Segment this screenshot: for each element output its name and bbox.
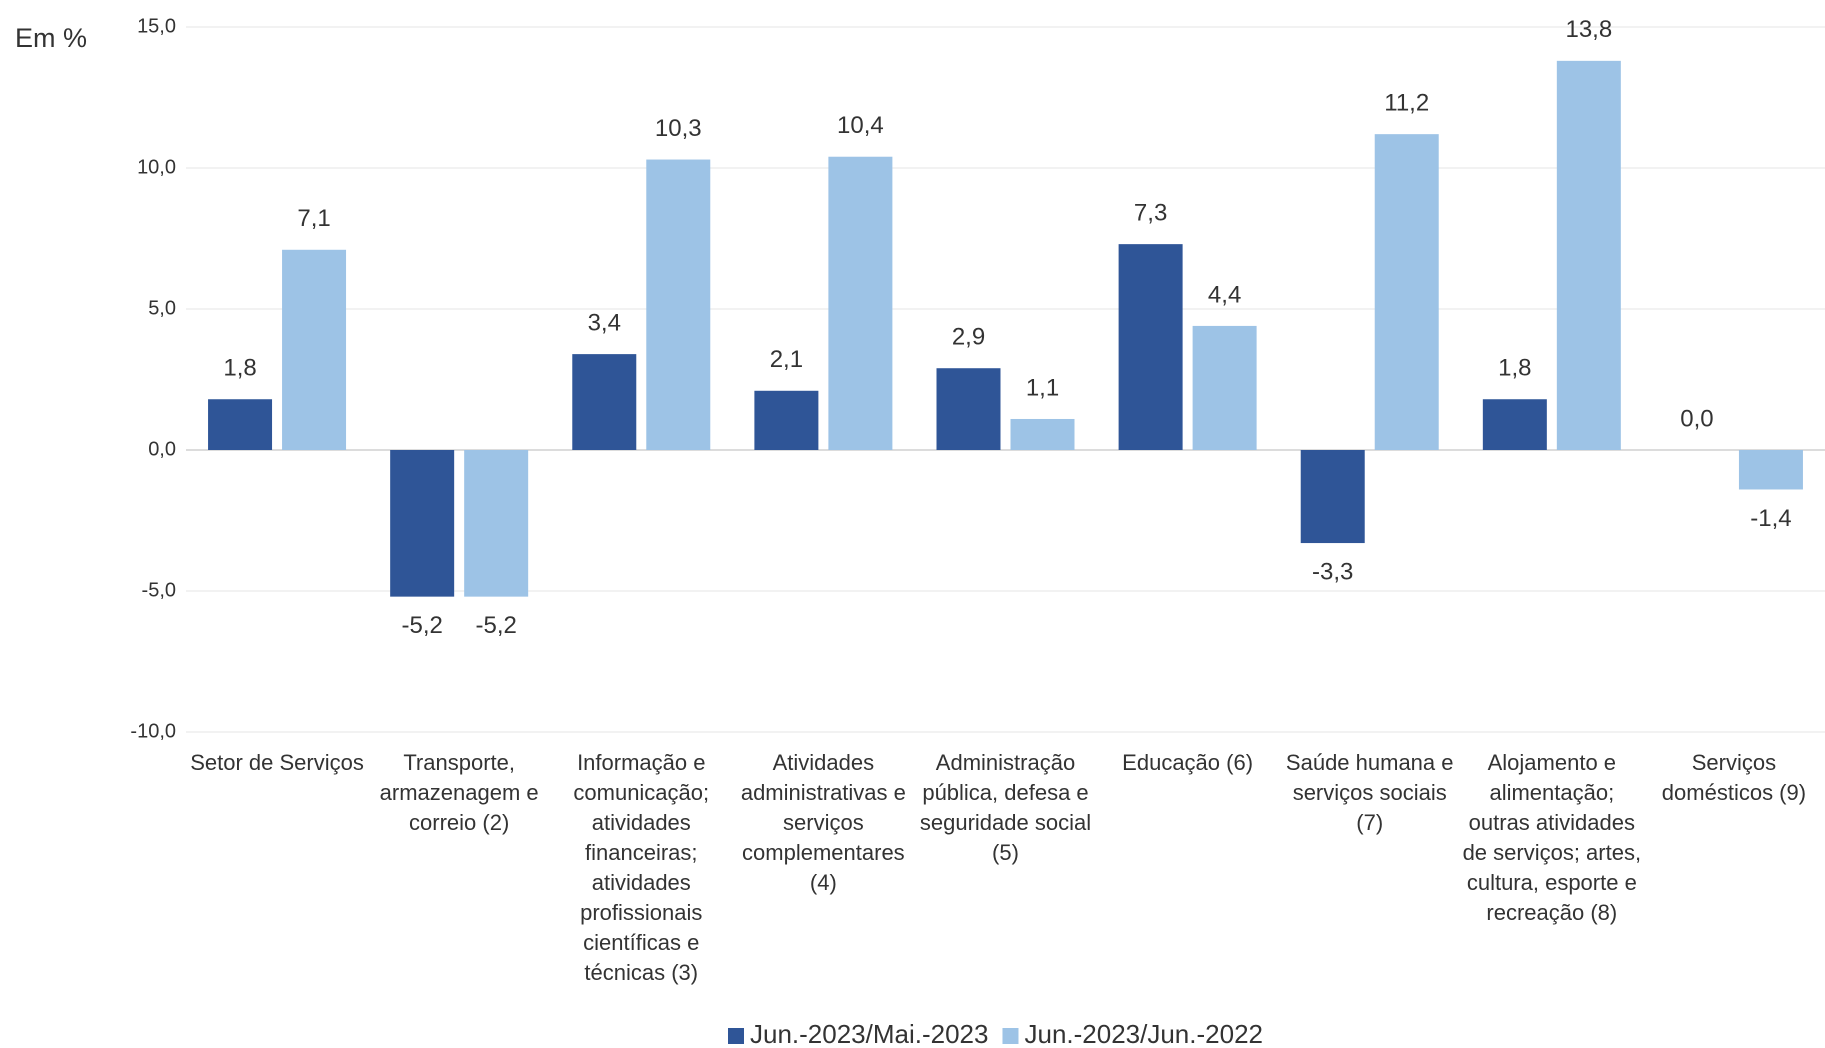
x-tick-label: Educação (6) [1122,750,1254,775]
bar [936,368,1001,450]
legend-label: Jun.-2023/Jun.-2022 [1024,1019,1263,1048]
data-label: 2,9 [952,324,985,351]
bar [646,159,711,451]
bar [1010,418,1075,450]
x-tick-label: Saúde humana e serviços sociais (7) [1285,750,1454,835]
x-tick-label: Informação e comunicação; atividades fin… [573,750,710,985]
bar [1300,450,1365,544]
bar [390,450,455,597]
data-label: 1,8 [1498,355,1531,382]
data-label: 4,4 [1208,281,1241,308]
y-tick-label: 10,0 [137,156,176,178]
y-axis-label: Em % [15,23,87,53]
bar [1192,325,1257,450]
y-tick-label: -5,0 [142,579,176,601]
data-label: 11,2 [1384,90,1429,117]
bar [1738,450,1803,490]
data-label: 10,3 [655,115,702,142]
legend-swatch [1002,1028,1019,1044]
legend-label: Jun.-2023/Mai.-2023 [750,1019,988,1048]
legend-swatch [728,1028,744,1044]
y-tick-label: 5,0 [148,297,176,319]
y-tick-label: 0,0 [148,438,176,460]
bar [1374,134,1439,450]
data-label: 7,1 [297,205,330,232]
data-label: 0,0 [1680,405,1713,432]
bar [1556,60,1621,451]
data-label: 7,3 [1134,199,1167,226]
bar [828,156,893,450]
x-tick-label: Transporte, armazenagem e correio (2) [379,750,539,835]
data-label: 2,1 [770,346,803,373]
y-tick-label: 15,0 [137,15,176,37]
bar [282,249,347,450]
y-tick-label: -10,0 [130,720,176,742]
data-label: -5,2 [401,612,442,639]
data-label: -3,3 [1312,558,1353,585]
bar [1118,244,1183,450]
bar [754,390,819,450]
data-label: -5,2 [475,612,516,639]
data-label: 13,8 [1565,16,1612,43]
bar [208,399,273,450]
x-tick-label: Alojamento e alimentação; outras ativida… [1462,750,1642,925]
data-label: 1,8 [223,355,256,382]
x-tick-label: Administração pública, defesa e segurida… [919,750,1092,865]
data-label: 10,4 [837,112,884,139]
x-tick-label: Serviços domésticos (9) [1661,750,1807,805]
bar [464,450,529,597]
bar [572,354,637,450]
x-tick-label: Atividades administrativas e serviços co… [740,750,906,895]
data-label: 1,1 [1026,374,1059,401]
x-tick-label: Setor de Serviços [190,750,364,775]
bar [1482,399,1547,450]
data-label: -1,4 [1750,505,1791,532]
data-label: 3,4 [588,309,621,336]
